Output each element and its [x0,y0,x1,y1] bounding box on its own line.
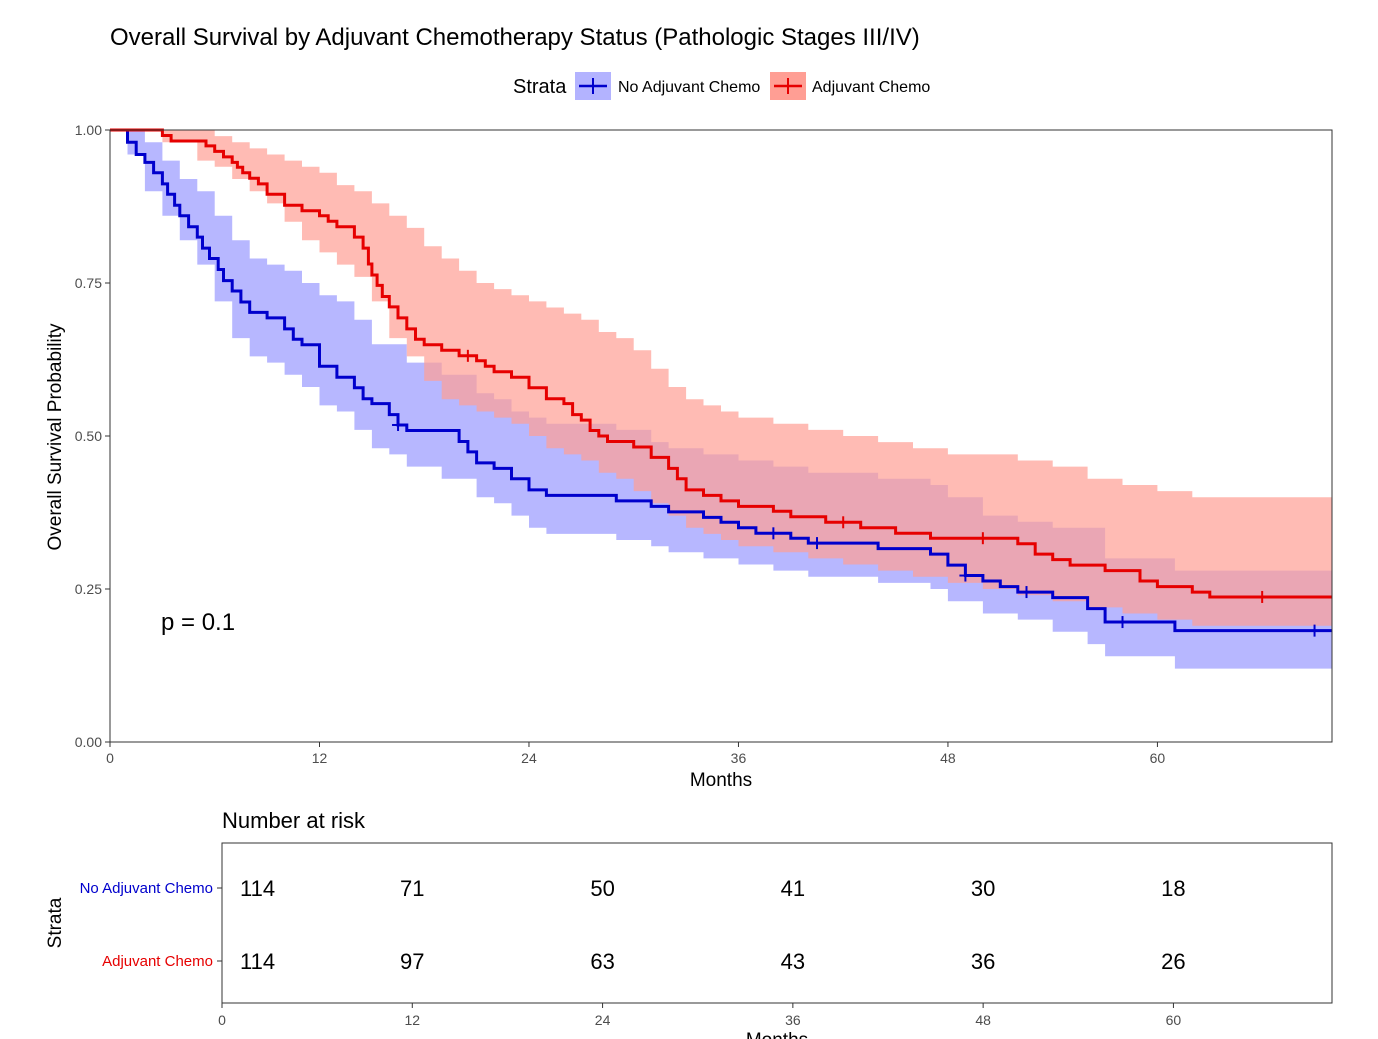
legend-title: Strata [513,76,567,98]
plot-area [110,128,1332,669]
legend-label-no-adjuvant: No Adjuvant Chemo [618,79,760,96]
y-tick-label: 1.00 [75,122,102,138]
y-axis: 0.00 0.25 0.50 0.75 1.00 [75,122,110,750]
censor-mark-no-adjuvant [811,537,824,550]
risk-count: 97 [400,949,424,974]
ci-band-adjuvant [110,130,1332,626]
risk-count: 36 [971,949,995,974]
risk-count: 30 [971,876,995,901]
legend: Strata No Adjuvant Chemo Adjuvant Chemo [513,72,930,100]
chart-title: Overall Survival by Adjuvant Chemotherap… [110,24,920,51]
risk-x-tick-label: 60 [1166,1012,1182,1028]
censor-mark-adjuvant [461,349,474,362]
censor-mark-adjuvant [976,532,989,545]
censor-mark-no-adjuvant [1020,586,1033,599]
risk-count: 114 [240,949,275,974]
risk-count: 26 [1161,949,1185,974]
risk-x-tick-label: 36 [785,1012,801,1028]
censor-mark-adjuvant [837,516,850,529]
risk-count: 63 [590,949,614,974]
risk-x-tick-label: 24 [595,1012,611,1028]
censor-mark-no-adjuvant [959,569,972,582]
risk-table-title: Number at risk [222,808,366,833]
risk-x-tick-label: 48 [975,1012,991,1028]
y-axis-title: Overall Survival Probability [45,323,66,551]
risk-table-x-title: Months [746,1030,808,1039]
x-axis-title: Months [690,770,752,791]
censor-mark-no-adjuvant [1308,624,1321,637]
x-tick-label: 60 [1150,750,1166,766]
x-tick-label: 24 [521,750,537,766]
risk-x-tick-label: 0 [218,1012,226,1028]
p-value-annotation: p = 0.1 [161,609,235,636]
censor-mark-adjuvant [1256,590,1269,603]
risk-row-label: Adjuvant Chemo [102,953,213,970]
survival-curve-adjuvant [110,128,1332,599]
risk-count: 43 [781,949,805,974]
y-tick-label: 0.75 [75,275,102,291]
censor-mark-no-adjuvant [392,418,405,431]
risk-count: 114 [240,876,275,901]
risk-x-tick-label: 12 [404,1012,420,1028]
risk-count: 71 [400,876,424,901]
risk-table: No Adjuvant Chemo 114 71 50 41 30 18 Adjuvant C… [80,876,1186,1028]
censor-mark-no-adjuvant [767,527,780,540]
x-tick-label: 36 [731,750,747,766]
risk-table-panel [221,842,1333,1004]
risk-row-label: No Adjuvant Chemo [80,880,213,897]
x-tick-label: 48 [940,750,956,766]
x-tick-label: 0 [106,750,114,766]
risk-count: 18 [1161,876,1185,901]
x-tick-label: 12 [312,750,328,766]
risk-count: 50 [590,876,614,901]
censor-mark-no-adjuvant [1116,616,1129,629]
y-tick-label: 0.50 [75,428,102,444]
y-tick-label: 0.00 [75,734,102,750]
legend-label-adjuvant: Adjuvant Chemo [812,79,930,96]
y-tick-label: 0.25 [75,581,102,597]
x-axis: 0 12 24 36 48 60 [106,742,1165,766]
risk-table-y-title: Strata [45,897,66,948]
risk-count: 41 [781,876,805,901]
